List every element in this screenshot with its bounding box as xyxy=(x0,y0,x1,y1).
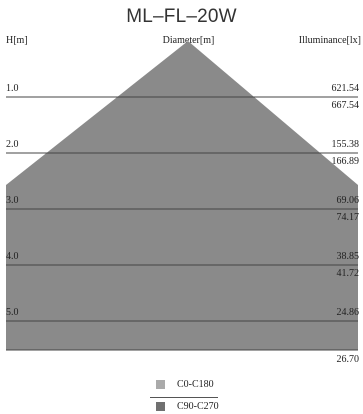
height-label-3: 3.0 xyxy=(6,195,19,206)
legend-item-c0-c180: C0-C180 xyxy=(156,378,214,390)
height-label-5: 5.0 xyxy=(6,307,19,318)
beam-c90-c270 xyxy=(6,41,358,350)
legend-label-c90-c270: C90-C270 xyxy=(177,400,219,412)
diagram-title: ML–FL–20W xyxy=(126,6,237,27)
height-label-1: 1.0 xyxy=(6,83,19,94)
legend-swatch-c0-c180 xyxy=(156,379,165,389)
legend-item-c90-c270: C90-C270 xyxy=(156,400,219,412)
illuminance-c90-2: 166.89 xyxy=(331,156,360,167)
illuminance-c0-1: 621.54 xyxy=(331,83,360,94)
height-axis-header: H[m] xyxy=(6,35,28,46)
legend-swatch-c90-c270 xyxy=(156,401,165,411)
illuminance-c0-4: 38.85 xyxy=(336,251,360,262)
legend-label-c0-c180: C0-C180 xyxy=(177,378,214,390)
illuminance-c0-2: 155.38 xyxy=(331,139,360,150)
diameter-header: Diameter[m] xyxy=(162,35,215,46)
legend-divider xyxy=(150,397,218,398)
height-label-2: 2.0 xyxy=(6,139,19,150)
illuminance-c90-1: 667.54 xyxy=(331,100,360,111)
illuminance-c0-5: 24.86 xyxy=(336,307,360,318)
illuminance-header: Illuminance[lx] xyxy=(298,35,361,46)
illuminance-c90-3: 74.17 xyxy=(336,212,360,223)
height-label-4: 4.0 xyxy=(6,251,19,262)
illuminance-c0-3: 69.06 xyxy=(336,195,360,206)
illuminance-c90-5: 26.70 xyxy=(336,354,360,365)
illuminance-c90-4: 41.72 xyxy=(336,268,360,279)
